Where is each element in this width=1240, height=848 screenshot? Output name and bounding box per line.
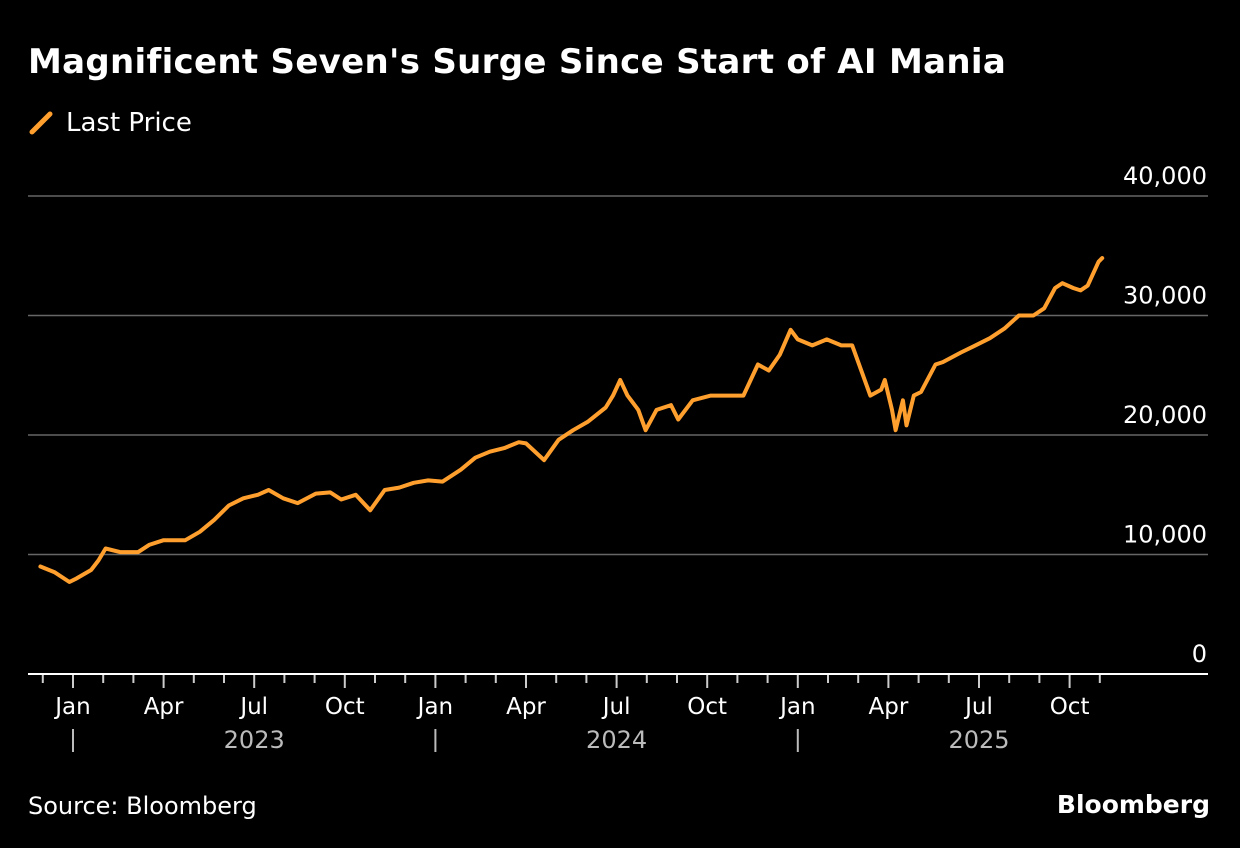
y-tick-label: 40,000 (1123, 162, 1207, 190)
source-note: Source: Bloomberg (28, 792, 257, 820)
x-tick-label: Apr (506, 694, 546, 720)
year-label: 2024 (586, 726, 647, 754)
legend: Last Price (28, 108, 192, 138)
year-label: 2023 (224, 726, 285, 754)
x-tick-label: Oct (325, 694, 365, 720)
bloomberg-logo: Bloomberg (1056, 790, 1210, 819)
x-tick-label: Jan (778, 694, 815, 720)
legend-swatch-icon (29, 111, 53, 135)
x-tick-label: Jul (963, 694, 993, 720)
x-tick-label: Jul (238, 694, 268, 720)
x-tick-label: Jan (416, 694, 453, 720)
x-tick-label: Oct (687, 694, 727, 720)
series-line-last-price (38, 256, 1105, 584)
y-tick-label: 0 (1192, 640, 1207, 668)
year-label: 2025 (948, 726, 1009, 754)
x-tick-label: Jan (53, 694, 90, 720)
x-tick-label: Apr (869, 694, 909, 720)
chart-title: Magnificent Seven's Surge Since Start of… (28, 42, 1007, 82)
x-tick-label: Oct (1050, 694, 1090, 720)
legend-label: Last Price (66, 108, 192, 138)
x-tick-label: Apr (144, 694, 184, 720)
y-tick-label: 30,000 (1123, 282, 1207, 310)
y-tick-label: 10,000 (1123, 521, 1207, 549)
x-tick-label: Jul (601, 694, 631, 720)
y-tick-label: 20,000 (1123, 401, 1207, 429)
